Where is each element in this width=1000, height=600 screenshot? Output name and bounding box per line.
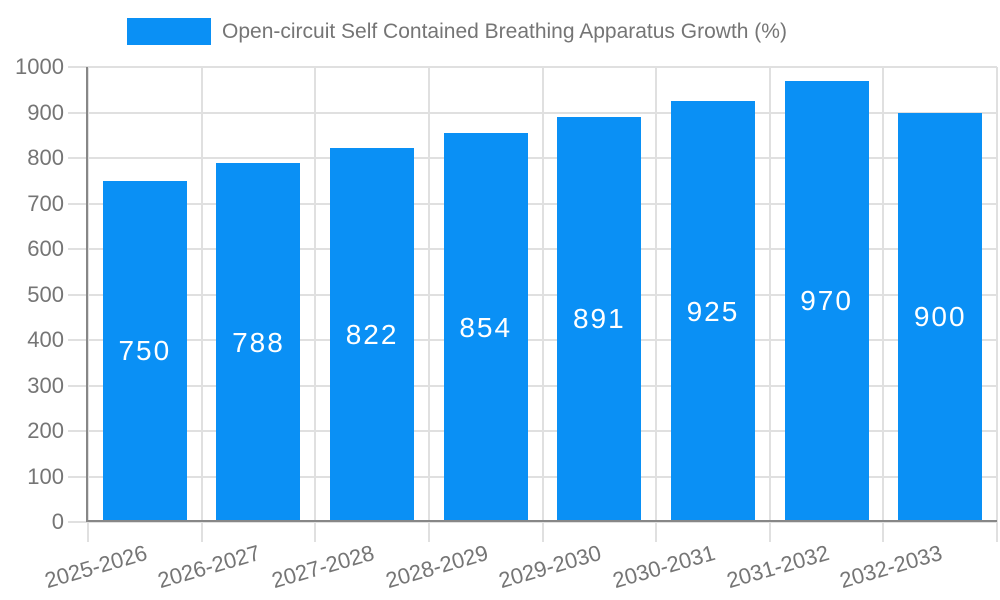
y-axis-tick-label: 900 — [27, 99, 64, 125]
bar-value-label: 970 — [800, 285, 853, 317]
y-axis-tick-label: 700 — [27, 190, 64, 216]
bar-value-label: 854 — [459, 311, 513, 343]
x-gridline — [768, 67, 771, 542]
bar: 900 — [898, 112, 983, 522]
x-gridline — [427, 67, 430, 542]
y-gridline — [68, 293, 997, 296]
bar: 854 — [443, 133, 528, 522]
bar-value-label: 822 — [345, 318, 399, 350]
x-gridline — [882, 67, 885, 542]
y-gridline — [68, 384, 997, 387]
bar-value-label: 750 — [118, 335, 172, 367]
y-axis-tick-label: 300 — [27, 372, 64, 398]
x-gridline — [655, 67, 658, 542]
y-axis-tick-label: 0 — [51, 509, 64, 534]
bar-value-label: 788 — [232, 326, 285, 358]
legend-color-swatch — [127, 18, 211, 45]
y-gridline — [68, 521, 997, 523]
y-axis-tick-label: 200 — [27, 418, 64, 443]
bar: 891 — [557, 116, 642, 522]
y-axis-tick-label: 500 — [27, 281, 64, 307]
y-axis-tick-label: 1000 — [15, 54, 64, 79]
bar-value-label: 900 — [913, 301, 967, 333]
x-gridline — [541, 67, 544, 542]
bar: 925 — [670, 101, 755, 522]
bar: 750 — [102, 180, 187, 522]
x-gridline — [87, 67, 89, 542]
x-axis-line — [86, 520, 997, 522]
bar-value-label: 891 — [572, 303, 626, 335]
y-axis-tick-label: 800 — [27, 145, 64, 170]
bar-value-label: 925 — [686, 295, 740, 327]
y-axis-tick-label: 400 — [27, 327, 64, 352]
chart-legend: Open-circuit Self Contained Breathing Ap… — [127, 18, 787, 45]
y-axis-tick-label: 600 — [27, 236, 64, 261]
y-gridline — [68, 339, 997, 341]
y-gridline — [68, 111, 997, 114]
y-gridline — [68, 248, 997, 250]
y-gridline — [68, 430, 997, 432]
y-axis-line — [86, 67, 88, 522]
x-gridline — [996, 67, 998, 542]
y-gridline — [68, 66, 997, 68]
y-gridline — [68, 202, 997, 205]
legend-series-label: Open-circuit Self Contained Breathing Ap… — [222, 20, 787, 43]
x-gridline — [200, 67, 203, 542]
y-gridline — [68, 475, 997, 478]
bar: 822 — [330, 147, 415, 522]
y-axis-tick-label: 100 — [27, 463, 64, 489]
bar: 970 — [784, 80, 869, 522]
bar: 788 — [216, 163, 301, 522]
x-gridline — [314, 67, 317, 542]
y-gridline — [68, 157, 997, 159]
